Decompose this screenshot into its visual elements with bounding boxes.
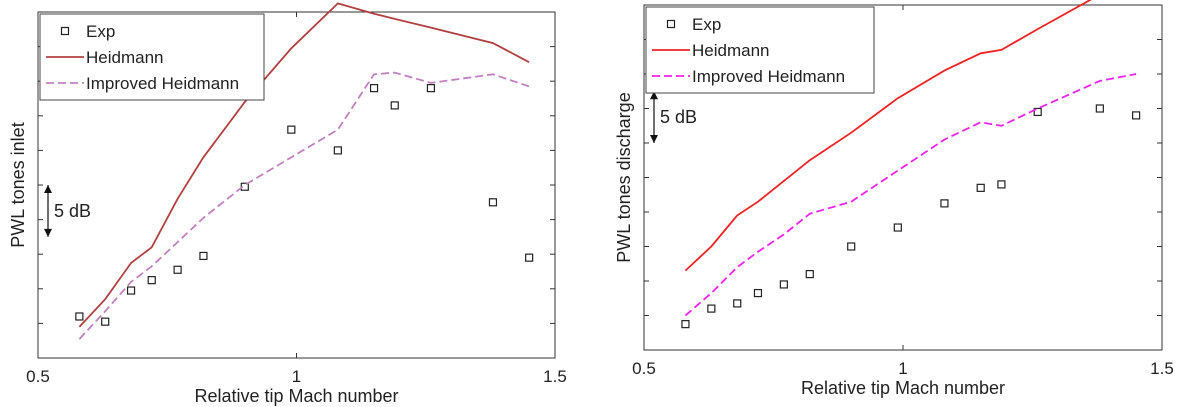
exp-data-point	[893, 223, 902, 232]
exp-data-point	[940, 199, 949, 208]
exp-data-point	[753, 288, 763, 298]
legend-entry-label: Heidmann	[692, 41, 770, 60]
exp-data-point	[75, 312, 84, 321]
exp-data-point	[733, 299, 742, 308]
scale-arrow-head-down	[44, 228, 52, 237]
heidmann-line	[78, 2, 530, 328]
improved-heidmann-line	[684, 73, 1137, 317]
legend-entry-label: Improved Heidmann	[86, 74, 239, 93]
scale-arrow-head-up	[650, 91, 658, 100]
x-axis-label: Relative tip Mach number	[194, 386, 398, 406]
exp-data-point	[147, 276, 156, 285]
exp-data-point	[1033, 107, 1042, 117]
exp-data-point	[997, 180, 1006, 189]
legend: Exp Heidmann Improved Heidmann	[645, 6, 875, 94]
exp-data-point	[199, 251, 208, 261]
legend-entry-label: Improved Heidmann	[692, 67, 845, 86]
x-tick-label: 0.5	[632, 359, 656, 378]
legend-marker-exp	[60, 26, 70, 36]
legend: Exp Heidmann Improved Heidmann	[39, 13, 265, 101]
exp-data-point	[681, 320, 690, 329]
exp-data-point	[369, 84, 379, 93]
x-tick-label: 1.5	[543, 367, 567, 386]
exp-data-point	[173, 265, 182, 274]
exp-data-point	[390, 101, 399, 110]
scale-annotation-label: 5 dB	[660, 107, 697, 127]
inlet-chart: 0.5 1 1.5 Relative tip Mach number PWL tones…	[8, 2, 567, 406]
exp-data-point	[779, 280, 788, 289]
discharge-chart: 0.5 1 1.5 Relative tip Mach number PWL tones…	[614, 0, 1174, 398]
x-axis-label: Relative tip Mach number	[801, 378, 1005, 398]
legend-entry-label: Exp	[692, 15, 721, 34]
exp-data-point	[101, 317, 110, 326]
exp-data-point	[847, 242, 856, 251]
exp-data-point	[525, 253, 534, 262]
exp-data-point	[707, 304, 716, 313]
scale-arrow-head-up	[44, 185, 52, 193]
legend-entry-label: Exp	[86, 22, 115, 41]
exp-data-point	[1095, 104, 1104, 113]
x-tick-label: 1	[292, 367, 301, 386]
exp-data-point	[976, 183, 985, 192]
scale-annotation-label: 5 dB	[54, 201, 91, 221]
exp-data-point	[126, 286, 136, 295]
heidmann-line	[684, 0, 1092, 272]
y-axis-label: PWL tones inlet	[8, 122, 28, 247]
x-tick-label: 1	[898, 359, 907, 378]
improved-heidmann-line	[78, 71, 530, 340]
exp-data-point	[426, 84, 436, 93]
exp-data-point	[1131, 111, 1141, 120]
exp-data-point	[333, 146, 342, 155]
exp-data-point	[488, 198, 498, 207]
exp-data-point	[805, 270, 814, 279]
x-tick-label: 0.5	[26, 367, 50, 386]
legend-marker-exp	[666, 19, 676, 29]
x-tick-label: 1.5	[1150, 359, 1174, 378]
y-axis-label: PWL tones discharge	[614, 92, 634, 262]
exp-data-point	[287, 125, 296, 134]
legend-entry-label: Heidmann	[86, 48, 164, 67]
scale-arrow-head-down	[650, 135, 658, 143]
